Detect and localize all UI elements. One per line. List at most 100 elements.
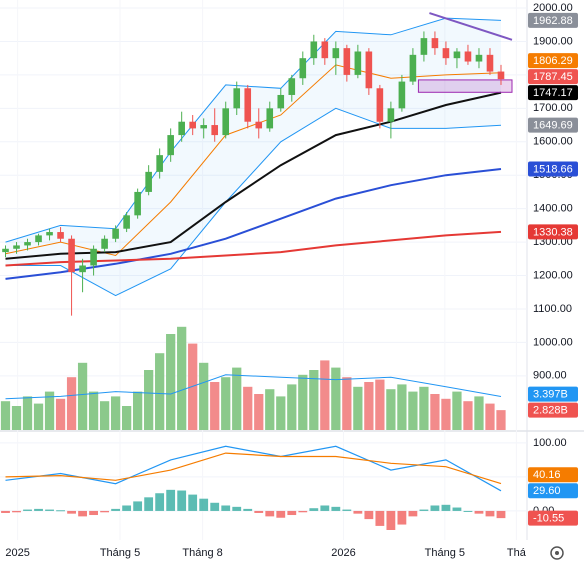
- histogram-bar: [386, 510, 396, 530]
- candle-body: [233, 88, 241, 109]
- y-tick-label: 1100.00: [533, 303, 572, 315]
- volume-bar: [254, 394, 264, 430]
- volume-bar: [11, 406, 22, 430]
- price-tag: [528, 53, 578, 69]
- volume-bar: [441, 398, 451, 430]
- y-tick-label: 1000.00: [533, 336, 573, 348]
- candle-body: [387, 108, 395, 122]
- volume-bar: [331, 367, 341, 430]
- volume-bar: [232, 367, 242, 430]
- volume-bar: [375, 379, 385, 430]
- indicator-pane: [1, 445, 506, 530]
- line: [5, 17, 502, 243]
- volume-bar: [144, 370, 154, 430]
- price-tag-label: 29.60: [533, 485, 561, 497]
- candle-body: [376, 88, 384, 122]
- price-tag: [528, 483, 578, 499]
- histogram-bar: [12, 510, 21, 513]
- candle-body: [464, 51, 472, 62]
- volume-bar: [463, 401, 473, 430]
- price-tag-label: 1330.38: [533, 226, 573, 238]
- candle-body: [288, 78, 296, 95]
- price-tag-label: 1806.29: [533, 55, 573, 67]
- candle-body: [24, 242, 31, 246]
- candle-body: [222, 108, 230, 136]
- volume-bar: [99, 401, 110, 430]
- volume-bar: [419, 386, 429, 430]
- volume-bar: [66, 377, 77, 430]
- histogram-bar: [210, 502, 220, 511]
- grid: [0, 7, 527, 512]
- candle-body: [343, 48, 351, 75]
- histogram-bar: [78, 510, 87, 517]
- candle-body: [354, 51, 362, 75]
- zone: [417, 79, 513, 93]
- histogram-bar: [419, 509, 429, 511]
- price-pane: [2, 12, 513, 316]
- trendline: [429, 12, 513, 41]
- histogram-bar: [364, 510, 374, 520]
- y-tick-label: 1700.00: [533, 102, 573, 114]
- y-tick-label: 900.00: [533, 370, 567, 382]
- y-tick-label: 1400.00: [533, 203, 573, 215]
- candle-body: [79, 265, 86, 273]
- volume-bar: [408, 391, 418, 430]
- histogram-bar: [89, 510, 98, 516]
- y-tick-label: 1900.00: [533, 35, 573, 47]
- candle-body: [189, 121, 196, 129]
- volume-bar: [44, 391, 55, 430]
- y-tick-label: 1200.00: [533, 269, 573, 281]
- price-tag-label: 1649.69: [533, 120, 573, 132]
- candle-body: [57, 232, 64, 239]
- histogram-bar: [441, 504, 451, 511]
- line: [5, 168, 502, 280]
- price-tag-label: 1518.66: [533, 163, 573, 175]
- histogram-bar: [166, 489, 176, 511]
- x-tick-label: Tháng 5: [425, 547, 465, 559]
- gear-center[interactable]: [555, 551, 559, 555]
- volume-bar: [0, 401, 11, 430]
- volume-bar: [166, 334, 176, 430]
- volume-bar: [386, 389, 396, 430]
- candle-body: [13, 245, 20, 249]
- price-tag: [528, 85, 578, 101]
- price-tag-label: 40.16: [533, 469, 561, 481]
- line: [5, 374, 502, 400]
- candle-body: [156, 155, 163, 172]
- candle-body: [277, 94, 285, 109]
- histogram-bar: [254, 510, 264, 513]
- candle-body: [255, 121, 263, 129]
- candle-body: [90, 248, 97, 266]
- histogram-bar: [177, 490, 187, 511]
- volume-bar: [155, 353, 165, 430]
- volume-bar: [265, 389, 275, 430]
- volume-bar: [397, 384, 407, 430]
- settings-icon[interactable]: [550, 546, 564, 560]
- candle-body: [46, 232, 53, 236]
- price-tag: [528, 69, 578, 85]
- volume-bar: [88, 391, 99, 430]
- histogram-bar: [34, 508, 43, 511]
- gear[interactable]: [550, 546, 564, 560]
- candle-body: [2, 248, 9, 253]
- price-tags: 1962.88 1806.29 1787.45 1747.17 1649.69 1518.…: [528, 12, 578, 526]
- candle-body: [299, 58, 307, 79]
- candle-body: [123, 215, 130, 229]
- y-tick-label: 100.00: [533, 437, 567, 449]
- histogram-bar: [276, 510, 286, 518]
- volume-bar: [485, 403, 495, 430]
- price-tag-label: -10.55: [533, 513, 564, 525]
- histogram-bar: [298, 510, 308, 513]
- histogram-bar: [485, 510, 495, 517]
- volume-bar: [22, 396, 33, 430]
- volume-pane: [0, 326, 506, 430]
- candle-body: [310, 41, 318, 59]
- histogram-bar: [23, 509, 32, 511]
- volume-bar: [353, 386, 363, 430]
- histogram-bar: [188, 494, 198, 511]
- x-tick-label: 2025: [5, 547, 29, 559]
- volume-bar: [243, 386, 253, 430]
- candle-body: [167, 135, 174, 156]
- candle-body: [211, 125, 219, 136]
- candle-body: [68, 238, 75, 273]
